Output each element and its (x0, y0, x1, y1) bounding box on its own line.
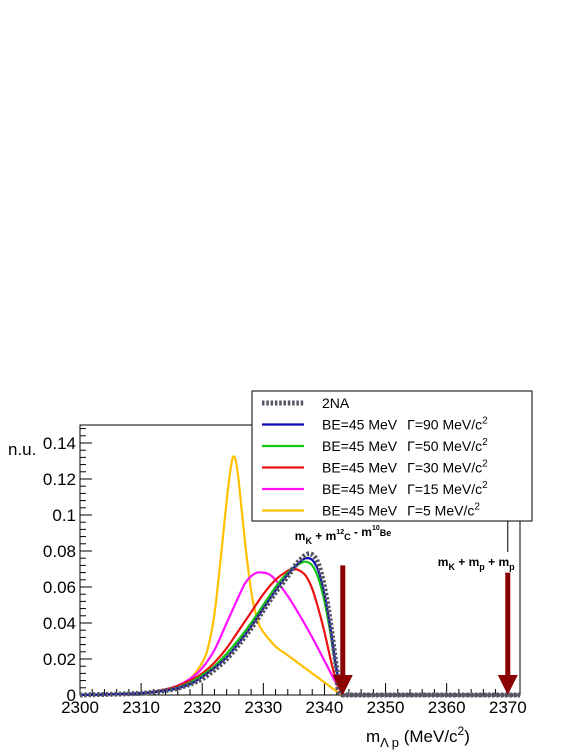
x-tick-label: 2370 (489, 698, 527, 717)
arrow-head (332, 675, 353, 695)
x-axis-title: mΛ p (MeV/c2) (366, 724, 470, 750)
annotation-label: mK + m12C - m10Be (295, 525, 391, 546)
x-tick-label: 2300 (61, 698, 99, 717)
x-tick-label: 2310 (122, 698, 160, 717)
x-tick-label: 2320 (183, 698, 221, 717)
y-tick-label: 0 (67, 686, 76, 705)
y-tick-label: 0.12 (43, 470, 76, 489)
legend-entry-5: BE=45 MeV Γ=5 MeV/c2 (322, 502, 480, 519)
annotations: mK + m12C - m10Be mK + mp + mp (295, 520, 518, 695)
series-line-4 (79, 571, 344, 697)
legend-entry-0: 2NA (322, 395, 350, 411)
x-tick-label: 2360 (428, 698, 466, 717)
axes: 2300 2310 2320 2330 2340 2350 2360 2370 0 0.02 0.0… (8, 424, 527, 750)
legend: 2NA BE=45 MeV Γ=90 MeV/c2 BE=45 MeV Γ=50 MeV… (251, 390, 533, 522)
legend-box (251, 390, 533, 522)
x-tick-label: 2340 (306, 698, 344, 717)
annotation-label: mK + mp + mp (438, 555, 515, 572)
legend-entry-3: BE=45 MeV Γ=30 MeV/c2 (322, 459, 488, 476)
arrow-head (497, 675, 518, 695)
y-tick-label: 0.14 (43, 434, 76, 453)
y-tick-label: 0.08 (43, 542, 76, 561)
series-line-0 (79, 551, 520, 698)
y-axis-title: n.u. (8, 440, 36, 459)
legend-entry-4: BE=45 MeV Γ=15 MeV/c2 (322, 480, 488, 497)
y-tick-label: 0.06 (43, 578, 76, 597)
legend-entry-1: BE=45 MeV Γ=90 MeV/c2 (322, 416, 488, 433)
curves (79, 455, 520, 698)
y-tick-label: 0.02 (43, 650, 76, 669)
x-tick-label: 2350 (367, 698, 405, 717)
series-line-3 (79, 567, 344, 697)
y-tick-label: 0.1 (52, 506, 76, 525)
y-tick-label: 0.04 (43, 614, 76, 633)
series-line-5 (79, 455, 344, 697)
legend-entry-2: BE=45 MeV Γ=50 MeV/c2 (322, 437, 488, 454)
x-tick-label: 2330 (244, 698, 282, 717)
